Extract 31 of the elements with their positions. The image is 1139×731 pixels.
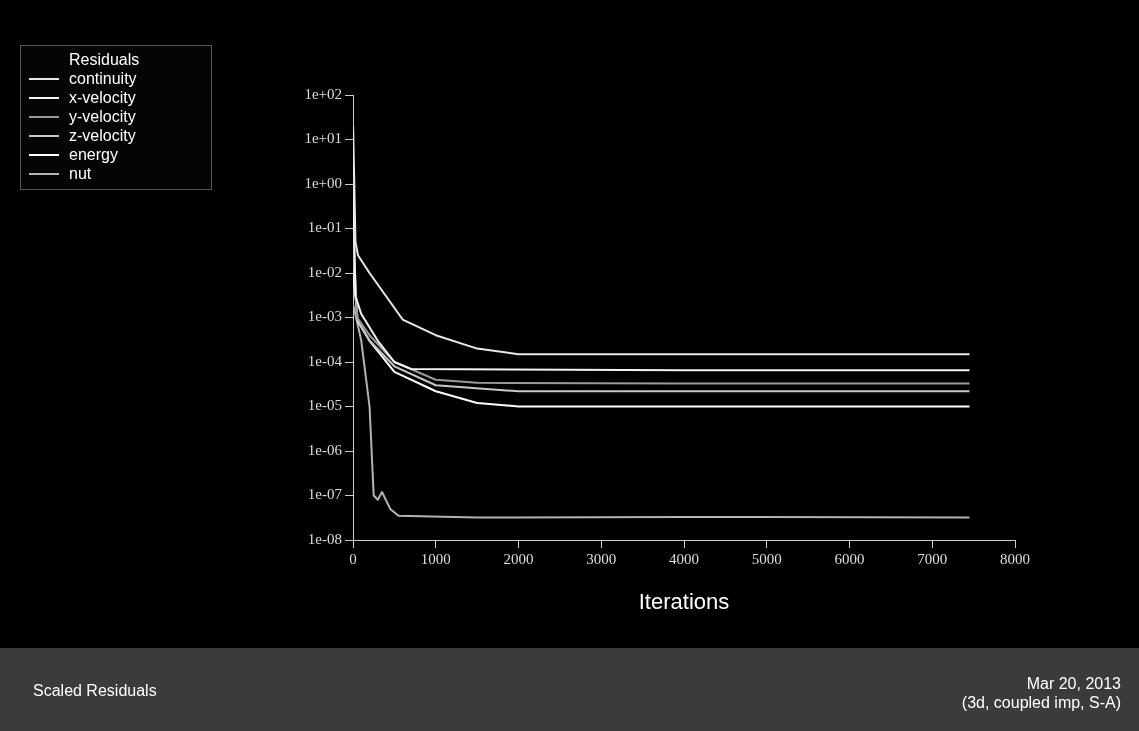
- x-tick-label: 2000: [503, 550, 534, 567]
- text: Mar 20, 2013: [1025, 674, 1121, 693]
- x-tick-label: 1000: [420, 550, 451, 567]
- y-tick-label: 1e-05: [307, 397, 342, 414]
- y-tick-label: 1e-07: [307, 486, 343, 503]
- y-tick-label: 1e+02: [304, 85, 342, 102]
- legend-label: y-velocity: [69, 107, 136, 126]
- legend-label: continuity: [69, 69, 137, 88]
- y-tick-label: 1e-06: [307, 441, 343, 458]
- x-tick-label: 0: [349, 550, 357, 567]
- x-tick-label: 3000: [586, 550, 617, 567]
- x-axis-title: Iterations: [638, 588, 730, 614]
- x-tick-label: 4000: [669, 550, 699, 567]
- y-tick-label: 1e-04: [307, 352, 343, 369]
- legend-label: x-velocity: [69, 88, 136, 107]
- y-tick-label: 1e+01: [304, 130, 342, 147]
- y-tick-label: 1e-03: [307, 308, 342, 325]
- legend-label: z-velocity: [69, 126, 136, 145]
- legend-label: nut: [69, 164, 92, 183]
- x-tick-label: 5000: [751, 550, 782, 567]
- y-tick-label: 1e-02: [307, 263, 342, 280]
- text: (3d, coupled imp, S-A): [961, 693, 1121, 712]
- y-tick-label: 1e+00: [304, 174, 342, 191]
- x-tick-label: 8000: [1000, 550, 1030, 567]
- y-tick-label: 1e-08: [307, 530, 342, 547]
- x-tick-label: 7000: [917, 550, 948, 567]
- legend-title: Residuals: [68, 50, 141, 69]
- legend-label: energy: [69, 145, 118, 164]
- text: Scaled Residuals: [33, 682, 157, 700]
- x-tick-label: 6000: [834, 550, 865, 567]
- y-tick-label: 1e-01: [307, 219, 342, 236]
